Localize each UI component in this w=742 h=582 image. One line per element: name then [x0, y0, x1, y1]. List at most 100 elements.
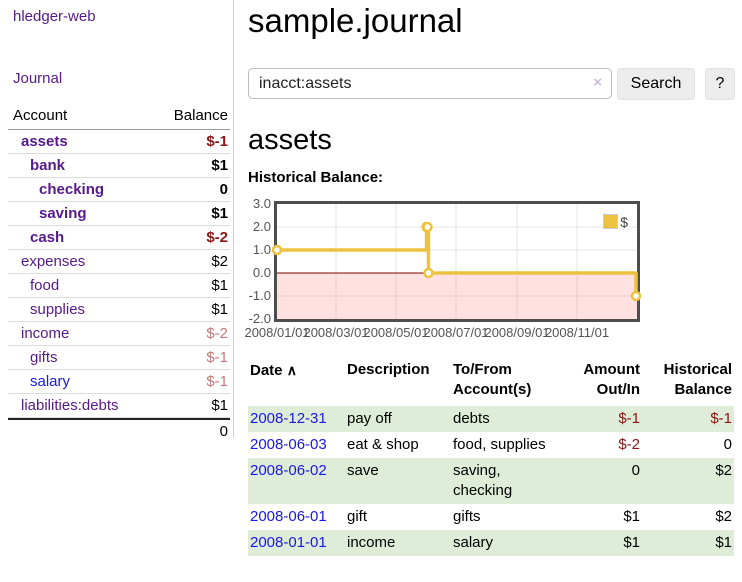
accounts-header-balance: Balance — [173, 107, 228, 124]
register-header-accounts: To/From Account(s) — [453, 361, 532, 398]
account-link-checking[interactable]: checking — [39, 181, 105, 198]
y-axis-tick-label: 3.0 — [252, 196, 271, 211]
transaction-amount: $-1 — [618, 410, 640, 427]
y-axis-tick-label: 2.0 — [252, 219, 271, 234]
account-row: saving $1 — [8, 202, 230, 226]
x-axis-tick-label: 2008/11/01 — [544, 325, 610, 340]
page-title: sample.journal — [248, 2, 463, 39]
transaction-balance: $2 — [715, 462, 732, 479]
transaction-description: income — [347, 534, 396, 551]
search-button[interactable]: Search — [617, 68, 695, 100]
account-link-expenses[interactable]: expenses — [21, 253, 86, 270]
y-axis-tick-label: 0.0 — [252, 265, 271, 280]
y-axis-tick-label: 1.0 — [252, 242, 271, 257]
transaction-balance: 0 — [723, 436, 732, 453]
account-balance: $-1 — [206, 373, 228, 390]
transaction-row: 2008-06-01 gift gifts $1 $2 — [248, 504, 734, 530]
account-row: bank $1 — [8, 154, 230, 178]
transaction-amount: $1 — [623, 534, 640, 551]
account-row: cash $-2 — [8, 226, 230, 250]
chart-plot-area[interactable]: $ — [271, 201, 642, 322]
accounts-total-value: 0 — [219, 423, 228, 440]
register-table: Date ∧ Description To/From Account(s) Am… — [248, 358, 734, 556]
account-row: checking 0 — [8, 178, 230, 202]
transaction-accounts: debts — [453, 410, 490, 427]
transaction-amount: $-2 — [618, 436, 640, 453]
transaction-date-link[interactable]: 2008-12-31 — [250, 410, 327, 427]
account-link-cash[interactable]: cash — [30, 229, 65, 246]
x-axis-tick-label: 2008/09/01 — [484, 325, 550, 340]
accounts-header-account: Account — [13, 107, 68, 124]
account-balance: $1 — [211, 157, 228, 174]
app-title-link[interactable]: hledger-web — [13, 8, 96, 25]
account-row: income $-2 — [8, 322, 230, 346]
register-header-balance: Historical Balance — [663, 361, 732, 398]
accounts-table-header: Account Balance — [8, 104, 230, 130]
transaction-description: gift — [347, 508, 368, 525]
transaction-balance: $1 — [715, 534, 732, 551]
accounts-total-row: 0 — [8, 418, 230, 443]
search-box: × — [248, 68, 612, 99]
search-input[interactable] — [248, 68, 612, 99]
account-link-saving[interactable]: saving — [39, 205, 87, 222]
account-balance: $-2 — [206, 325, 228, 342]
y-axis-tick-label: -1.0 — [248, 288, 271, 303]
account-link-food[interactable]: food — [30, 277, 60, 294]
x-axis-tick-label: 2008/01/01 — [244, 325, 310, 340]
transaction-accounts: salary — [453, 534, 494, 551]
account-row: food $1 — [8, 274, 230, 298]
account-row: assets $-1 — [8, 130, 230, 154]
transaction-accounts: saving, checking — [453, 462, 513, 499]
account-row: gifts $-1 — [8, 346, 230, 370]
sidebar-item-journal[interactable]: Journal — [13, 70, 63, 87]
search-bar: × Search ? — [248, 68, 735, 100]
register-header-date-label: Date — [250, 362, 283, 379]
account-link-gifts[interactable]: gifts — [30, 349, 58, 366]
x-axis-tick-label: 2008/05/01 — [363, 325, 429, 340]
transaction-row: 2008-06-02 save saving, checking 0 $2 — [248, 458, 734, 504]
transaction-amount: $1 — [623, 508, 640, 525]
x-axis-tick-label: 2008/03/01 — [303, 325, 369, 340]
chart-legend: $ — [602, 213, 629, 230]
sidebar: hledger-web Journal Account Balance asse… — [8, 0, 234, 582]
account-row: liabilities:debts $1 — [8, 394, 230, 418]
main-content: sample.journal × Search ? assets Histori… — [244, 0, 735, 582]
account-link-bank[interactable]: bank — [30, 157, 66, 174]
transaction-date-link[interactable]: 2008-01-01 — [250, 534, 327, 551]
account-balance: $-1 — [206, 133, 228, 150]
transaction-balance: $-1 — [710, 410, 732, 427]
transaction-date-link[interactable]: 2008-06-03 — [250, 436, 327, 453]
account-row: expenses $2 — [8, 250, 230, 274]
y-axis-tick-label: -2.0 — [248, 311, 271, 326]
register-header-date[interactable]: Date ∧ — [248, 358, 345, 406]
transaction-date-link[interactable]: 2008-06-02 — [250, 462, 327, 479]
account-balance: $-2 — [206, 229, 228, 246]
transaction-row: 2008-01-01 income salary $1 $1 — [248, 530, 734, 556]
account-link-assets[interactable]: assets — [21, 133, 68, 150]
chart-title: Historical Balance: — [248, 169, 384, 186]
account-row: salary $-1 — [8, 370, 230, 394]
account-heading: assets — [248, 124, 332, 156]
historical-balance-chart: 3.0 2.0 1.0 0.0 -1.0 -2.0 $ 2008/01/01 2008/03… — [244, 196, 718, 346]
transaction-description: pay off — [347, 410, 392, 427]
transaction-description: eat & shop — [347, 436, 419, 453]
account-balance: $-1 — [206, 349, 228, 366]
transaction-balance: $2 — [715, 508, 732, 525]
transaction-date-link[interactable]: 2008-06-01 — [250, 508, 327, 525]
transaction-description: save — [347, 462, 379, 479]
account-link-liabilities-debts[interactable]: liabilities:debts — [21, 397, 119, 414]
clear-search-icon[interactable]: × — [593, 74, 602, 91]
account-balance: $1 — [211, 205, 228, 222]
register-header-amount: Amount Out/In — [583, 361, 640, 398]
account-balance: $1 — [211, 301, 228, 318]
account-link-supplies[interactable]: supplies — [30, 301, 86, 318]
account-row: supplies $1 — [8, 298, 230, 322]
register-header-row: Date ∧ Description To/From Account(s) Am… — [248, 358, 734, 406]
sort-ascending-icon: ∧ — [286, 362, 297, 378]
account-link-income[interactable]: income — [21, 325, 70, 342]
account-link-salary[interactable]: salary — [30, 373, 71, 390]
x-axis-tick-label: 2008/07/01 — [423, 325, 489, 340]
help-button[interactable]: ? — [705, 68, 735, 100]
legend-series-label: $ — [620, 213, 628, 230]
